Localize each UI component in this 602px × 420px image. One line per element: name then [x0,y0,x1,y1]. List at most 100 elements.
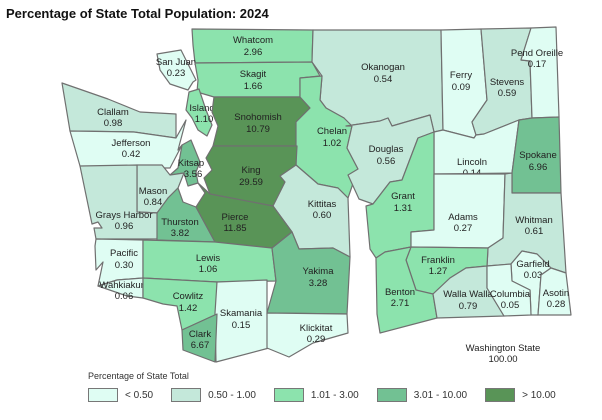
county-san-juan: San Juan 0.23 [156,49,197,91]
svg-text:Ferry: Ferry [450,70,472,81]
legend-swatch [273,388,304,402]
svg-text:3.82: 3.82 [171,228,190,239]
county-lewis: Lewis 1.06 [142,239,277,283]
legend-swatch [376,388,407,402]
svg-text:0.15: 0.15 [232,320,251,331]
county-wahkiakum: Wahkiakum 0.06 [97,277,149,302]
svg-text:0.23: 0.23 [167,68,186,79]
svg-text:0.03: 0.03 [524,270,543,281]
legend-title: Percentage of State Total [88,371,189,381]
svg-text:0.61: 0.61 [525,226,544,237]
svg-text:Adams: Adams [448,212,478,223]
svg-text:6.96: 6.96 [529,162,548,173]
legend-label: > 10.00 [522,389,556,401]
svg-text:0.98: 0.98 [104,118,123,129]
svg-text:Pend Oreille: Pend Oreille [511,48,563,59]
svg-text:Kittitas: Kittitas [308,199,337,210]
svg-text:San Juan: San Juan [156,57,196,68]
svg-text:Klickitat: Klickitat [300,323,333,334]
svg-text:Jefferson: Jefferson [112,138,151,149]
svg-text:6.67: 6.67 [191,340,210,351]
legend-swatch [88,388,118,402]
svg-text:Wahkiakum: Wahkiakum [99,280,148,291]
svg-text:Thurston: Thurston [161,217,199,228]
svg-text:0.06: 0.06 [115,291,134,302]
svg-text:Skagit: Skagit [240,69,267,80]
svg-text:0.79: 0.79 [459,301,478,312]
legend-item: 1.01 - 3.00 [273,388,359,402]
svg-text:Franklin: Franklin [421,255,455,266]
svg-text:Garfield: Garfield [516,259,549,270]
svg-text:0.29: 0.29 [307,334,326,345]
svg-text:0.56: 0.56 [377,156,396,167]
state-total-value: 100.00 [488,354,518,365]
svg-text:Kitsap: Kitsap [178,158,204,169]
svg-text:Grant: Grant [391,191,415,202]
county-klickitat: Klickitat 0.29 [266,312,349,358]
county-snohomish: Snohomish 10.79 [211,96,311,147]
county-whatcom: Whatcom 2.96 [191,28,314,64]
svg-text:Whatcom: Whatcom [233,35,273,46]
svg-text:Grays Harbor: Grays Harbor [95,210,152,221]
svg-text:Chelan: Chelan [317,126,347,137]
svg-text:Mason: Mason [139,186,168,197]
svg-text:Whitman: Whitman [515,215,552,226]
state-total-name: Washington State [465,343,541,354]
county-spokane: Spokane 6.96 [511,116,562,194]
svg-text:Spokane: Spokane [519,150,557,161]
svg-text:0.59: 0.59 [498,88,517,99]
legend-label: 1.01 - 3.00 [310,389,359,401]
county-island: Island 1.10 [185,88,215,137]
county-columbia: Columbia 0.05 [486,263,532,317]
svg-text:0.42: 0.42 [122,149,141,160]
legend-swatch [171,388,202,402]
map-title: Percentage of State Total Population: 20… [6,6,269,21]
svg-text:1.42: 1.42 [179,303,198,314]
svg-text:Clark: Clark [189,329,211,340]
svg-text:Lewis: Lewis [196,253,221,264]
svg-text:Columbia: Columbia [490,289,531,300]
legend-item: 3.01 - 10.00 [376,388,468,402]
svg-text:10.79: 10.79 [246,124,270,135]
svg-text:0.09: 0.09 [452,82,471,93]
svg-text:Stevens: Stevens [490,77,525,88]
svg-text:Yakima: Yakima [303,266,335,277]
legend: < 0.50 0.50 - 1.00 1.01 - 3.00 3.01 - 10… [88,388,574,402]
svg-text:Skamania: Skamania [220,308,263,319]
svg-text:Walla Walla: Walla Walla [443,289,493,300]
svg-text:0.27: 0.27 [454,223,473,234]
svg-text:1.10: 1.10 [195,114,214,125]
state-total: Washington State 100.00 [458,343,548,365]
svg-text:1.02: 1.02 [323,138,342,149]
svg-text:Island: Island [189,103,214,114]
svg-text:Pierce: Pierce [222,212,249,223]
legend-item: 0.50 - 1.00 [171,388,256,402]
svg-text:Lincoln: Lincoln [457,157,487,168]
legend-label: 0.50 - 1.00 [208,389,256,401]
svg-text:1.66: 1.66 [244,81,263,92]
county-clark: Clark 6.67 [181,313,218,363]
county-kitsap: Kitsap 3.56 [169,139,204,187]
svg-text:11.85: 11.85 [223,223,246,234]
svg-text:0.05: 0.05 [501,300,520,311]
legend-item: < 0.50 [88,388,153,402]
svg-text:1.31: 1.31 [394,203,413,214]
svg-text:1.27: 1.27 [429,266,448,277]
svg-text:0.60: 0.60 [313,210,332,221]
svg-text:0.84: 0.84 [144,197,163,208]
svg-text:0.30: 0.30 [115,260,134,271]
svg-text:Clallam: Clallam [97,107,129,118]
county-asotin: Asotin 0.28 [537,267,572,316]
svg-text:Asotin: Asotin [543,288,569,299]
legend-item: > 10.00 [485,388,556,402]
county-clallam: Clallam 0.98 [61,82,177,139]
legend-label: 3.01 - 10.00 [413,389,468,401]
svg-text:Snohomish: Snohomish [234,112,282,123]
county-skamania: Skamania 0.15 [214,279,270,363]
svg-text:1.06: 1.06 [199,264,218,275]
svg-text:0.17: 0.17 [528,59,547,70]
county-yakima: Yakima 3.28 [266,231,351,315]
svg-text:King: King [241,165,260,176]
svg-text:2.96: 2.96 [244,47,263,58]
